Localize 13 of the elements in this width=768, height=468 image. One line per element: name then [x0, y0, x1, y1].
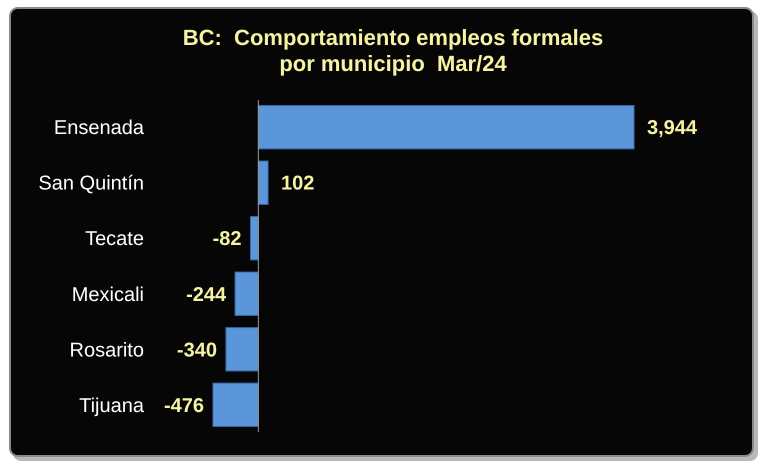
- y-tick-label: Rosarito: [70, 339, 144, 362]
- data-label: -82: [212, 228, 242, 250]
- data-label: 102: [281, 172, 314, 195]
- data-label: -340: [176, 339, 217, 362]
- data-label: -476: [164, 394, 204, 417]
- y-tick-label: Ensenada: [54, 117, 145, 140]
- y-tick-label: Tijuana: [79, 394, 145, 417]
- data-label: 3,944: [647, 117, 698, 140]
- y-tick-label: Tecate: [85, 228, 144, 250]
- chart-title: BC: Comportamiento empleos formales por municipio Mar/24: [182, 25, 604, 76]
- y-tick-label: San Quintín: [38, 172, 144, 195]
- y-tick-label: Mexicali: [72, 284, 144, 306]
- data-label: -244: [186, 284, 227, 306]
